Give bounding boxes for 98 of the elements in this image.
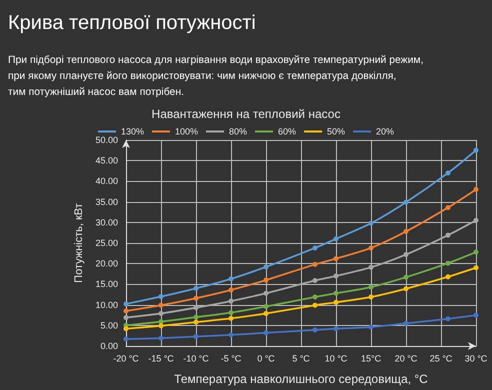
point <box>124 326 128 332</box>
x-tick-label: 0 °C <box>257 354 276 364</box>
point <box>264 310 268 316</box>
x-tick-label: -20 °C <box>113 354 140 364</box>
point <box>404 252 408 258</box>
point <box>124 301 128 306</box>
x-tick-label: -10 °C <box>183 354 210 364</box>
point <box>334 236 338 242</box>
y-tick-label: 45.00 <box>95 156 118 166</box>
point <box>194 334 198 340</box>
x-tick-label: 10 °C <box>324 354 348 364</box>
y-tick-label: 20.00 <box>95 258 118 269</box>
point <box>368 245 374 250</box>
point <box>158 294 164 300</box>
point <box>312 245 318 250</box>
y-tick-label: 30.00 <box>95 217 118 228</box>
point <box>124 315 128 320</box>
legend-label: 50% <box>327 126 346 136</box>
point <box>446 170 450 176</box>
point <box>264 278 268 283</box>
y-tick-label: 35.00 <box>95 196 118 207</box>
legend-label: 20% <box>376 126 394 136</box>
legend-label: 100% <box>174 126 198 136</box>
point <box>124 308 128 314</box>
x-tick-label: -15 °C <box>148 354 174 364</box>
point <box>228 332 234 338</box>
y-tick-label: 10.00 <box>95 300 118 310</box>
point <box>194 305 198 310</box>
x-tick-label: -5 °C <box>220 354 242 364</box>
point <box>264 330 268 336</box>
point <box>228 298 234 304</box>
point <box>194 314 198 320</box>
point <box>228 310 234 316</box>
legend-title: Навантаження на тепловий насос <box>152 107 340 121</box>
point <box>368 264 374 270</box>
point <box>334 290 338 296</box>
point <box>264 304 268 309</box>
point <box>368 284 374 290</box>
point <box>194 296 198 301</box>
x-tick-label: 25 °C <box>430 354 453 364</box>
point <box>228 276 234 282</box>
point <box>404 200 408 205</box>
point <box>228 287 234 292</box>
x-axis-title: Температура навколишнього середовища, °C <box>174 372 428 386</box>
point <box>334 326 338 332</box>
point <box>264 290 268 296</box>
point <box>312 278 318 283</box>
x-tick-label: 20 °C <box>394 354 418 364</box>
legend-label: 60% <box>278 126 296 136</box>
point <box>312 302 318 308</box>
point <box>158 310 164 316</box>
y-tick-label: 15.00 <box>95 279 118 290</box>
point <box>474 312 478 318</box>
chart-subtitle: При підборі теплового насоса для нагрівання води враховуйте температурний режим, при якому плануєте його використовувати: чим нижчою є температура довкілля, тим потужніший насос вам потрібен. <box>8 54 424 100</box>
point <box>474 148 478 153</box>
point <box>368 294 374 300</box>
point <box>446 274 450 280</box>
chart-title: Крива теплової потужності <box>8 12 256 35</box>
point <box>312 294 318 300</box>
point <box>446 260 450 266</box>
point <box>446 205 450 210</box>
y-tick-label: 0.00 <box>100 341 118 351</box>
point <box>446 232 450 238</box>
point <box>368 220 374 226</box>
point <box>474 218 478 223</box>
x-tick-label: 5 °C <box>292 354 310 364</box>
point <box>404 286 408 292</box>
y-tick-label: 40.00 <box>95 176 118 186</box>
point <box>124 336 128 342</box>
legend-label: 130% <box>120 126 144 136</box>
point <box>312 262 318 267</box>
point <box>158 336 164 341</box>
x-tick-label: 15°C <box>360 354 382 364</box>
point <box>474 250 478 255</box>
point <box>368 324 374 330</box>
point <box>404 228 408 234</box>
legend-label: 80% <box>228 126 248 136</box>
point <box>334 273 338 278</box>
point <box>404 274 408 280</box>
point <box>312 327 318 332</box>
point <box>158 323 164 328</box>
point <box>194 320 198 325</box>
point <box>334 256 338 262</box>
point <box>228 316 234 321</box>
point <box>264 264 268 270</box>
y-axis-title: Потужність, кВт <box>73 203 86 283</box>
point <box>474 186 478 192</box>
y-tick-label: 25.00 <box>95 238 118 248</box>
x-tick-label: 30 °C <box>464 354 488 364</box>
point <box>194 286 198 291</box>
point <box>158 319 164 324</box>
point <box>334 300 338 305</box>
point <box>404 320 408 326</box>
point <box>474 265 478 270</box>
y-tick-label: 50.00 <box>95 135 118 145</box>
point <box>446 316 450 322</box>
y-tick-label: 5.00 <box>100 320 118 330</box>
point <box>158 302 164 308</box>
